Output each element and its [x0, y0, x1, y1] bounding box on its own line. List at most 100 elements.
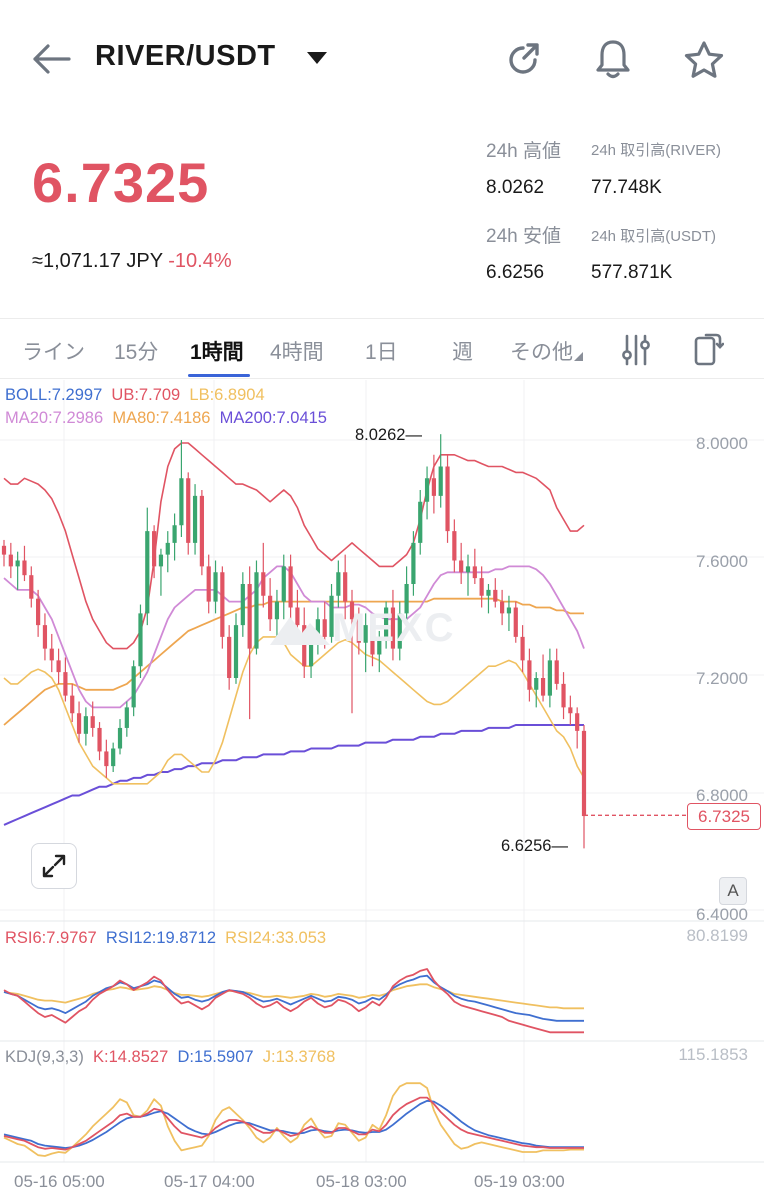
candle-body — [581, 730, 587, 817]
x-tick: 05-16 05:00 — [14, 1172, 105, 1191]
candle-body — [22, 560, 27, 576]
candle-body — [8, 554, 13, 567]
y-tick: 6.4000 — [696, 905, 748, 924]
star-icon[interactable] — [683, 40, 725, 80]
kdj-d-line — [3, 1099, 584, 1149]
candle-body — [247, 584, 252, 649]
candle-body — [493, 589, 498, 602]
y-tick: 6.8000 — [696, 786, 748, 805]
tab-1h[interactable]: 1時間 — [190, 341, 244, 364]
x-tick: 05-17 04:00 — [164, 1172, 255, 1191]
candle-body — [411, 542, 416, 584]
candle-body — [431, 478, 436, 496]
candle-body — [363, 625, 368, 643]
candle-body — [213, 572, 218, 602]
kdj-k-label: K:14.8527 — [93, 1048, 169, 1066]
rotate-screen-icon[interactable] — [692, 333, 724, 367]
candle-body — [274, 601, 280, 620]
ma80-line — [3, 597, 584, 726]
candle-body — [356, 619, 361, 643]
candle-body — [240, 584, 245, 626]
candle-body — [520, 636, 525, 661]
candle-body — [568, 707, 573, 714]
fiat-price: ≈1,071.17 JPY -10.4% — [32, 250, 232, 273]
candle-body — [172, 525, 177, 543]
candle-body — [220, 572, 225, 637]
candle-body — [206, 566, 211, 602]
price-chart[interactable] — [0, 379, 764, 1179]
candle-body — [117, 727, 123, 749]
corner-caret-icon — [574, 352, 583, 361]
candle-body — [390, 607, 396, 649]
mexc-logo-icon — [270, 616, 330, 645]
low-24h-label: 24h 安値 — [486, 226, 561, 247]
candle-body — [336, 572, 341, 596]
candle-body — [233, 625, 239, 678]
top-bar: RIVER/USDT — [0, 0, 764, 120]
watermark-label: MEXC — [332, 606, 456, 650]
candle-body — [83, 716, 88, 734]
candle-body — [534, 678, 539, 690]
candle-body — [506, 607, 512, 614]
candle-body — [349, 601, 355, 620]
boll-upper-line — [3, 442, 585, 650]
candle-body — [527, 660, 532, 690]
boll-label: BOLL:7.2997 — [5, 386, 103, 404]
candle-body — [452, 531, 457, 561]
candle-body — [288, 566, 293, 608]
candle-body — [254, 572, 259, 649]
tab-line[interactable]: ライン — [22, 341, 85, 364]
active-tab-indicator — [188, 374, 250, 377]
tab-4h[interactable]: 4時間 — [270, 341, 324, 364]
tab-week[interactable]: 週 — [452, 341, 473, 364]
candle-body — [418, 501, 423, 543]
candle-body — [90, 716, 95, 728]
kdj-j-line — [3, 1082, 584, 1157]
auto-scale-button[interactable]: A — [719, 877, 747, 905]
jpy-value: ≈1,071.17 JPY — [32, 250, 163, 272]
tab-more[interactable]: その他 — [510, 336, 583, 366]
bell-icon[interactable] — [594, 38, 632, 80]
ma20-line — [3, 565, 585, 709]
change-percent: -10.4% — [168, 250, 232, 272]
candle-body — [56, 660, 61, 673]
candle-body — [315, 619, 320, 643]
kdj-label: KDJ(9,3,3) — [5, 1048, 84, 1066]
candle-body — [1, 545, 7, 555]
candle-body — [42, 625, 48, 649]
x-tick: 05-19 03:00 — [474, 1172, 565, 1191]
high-24h-label: 24h 高値 — [486, 141, 561, 162]
candle-body — [445, 466, 450, 532]
fullscreen-button[interactable] — [31, 843, 77, 889]
candle-body — [308, 642, 314, 667]
indicator-settings-icon[interactable] — [621, 333, 651, 367]
candle-body — [540, 678, 546, 696]
candle-body — [465, 566, 471, 573]
kdj-axis-max: 115.1853 — [678, 1045, 748, 1064]
trading-pair-title[interactable]: RIVER/USDT — [95, 40, 276, 72]
rsi24-label: RSI24:33.053 — [225, 929, 327, 947]
current-price-tag: 6.7325 — [687, 803, 761, 830]
expand-icon — [42, 854, 66, 878]
dropdown-caret-icon[interactable] — [306, 51, 328, 65]
back-arrow-icon[interactable] — [30, 41, 72, 77]
ma200-label: MA200:7.0415 — [219, 409, 327, 427]
candle-body — [472, 566, 477, 579]
candle-body — [377, 636, 382, 655]
volume-usdt-value: 577.871K — [591, 262, 673, 283]
tab-15m[interactable]: 15分 — [114, 341, 159, 364]
candle-body — [131, 666, 136, 708]
high-marker: 8.0262— — [355, 426, 422, 444]
x-tick: 05-18 03:00 — [316, 1172, 407, 1191]
candle-body — [165, 542, 170, 555]
candle-body — [29, 575, 34, 599]
share-refresh-icon[interactable] — [504, 41, 542, 79]
candle-body — [199, 495, 204, 567]
rsi6-label: RSI6:7.9767 — [5, 929, 97, 947]
candle-body — [329, 595, 334, 637]
low-24h-value: 6.6256 — [486, 262, 545, 283]
candle-body — [186, 478, 191, 543]
volume-river-label: 24h 取引高(RIVER) — [591, 142, 722, 159]
candle-body — [404, 584, 409, 614]
tab-1d[interactable]: 1日 — [365, 341, 398, 364]
